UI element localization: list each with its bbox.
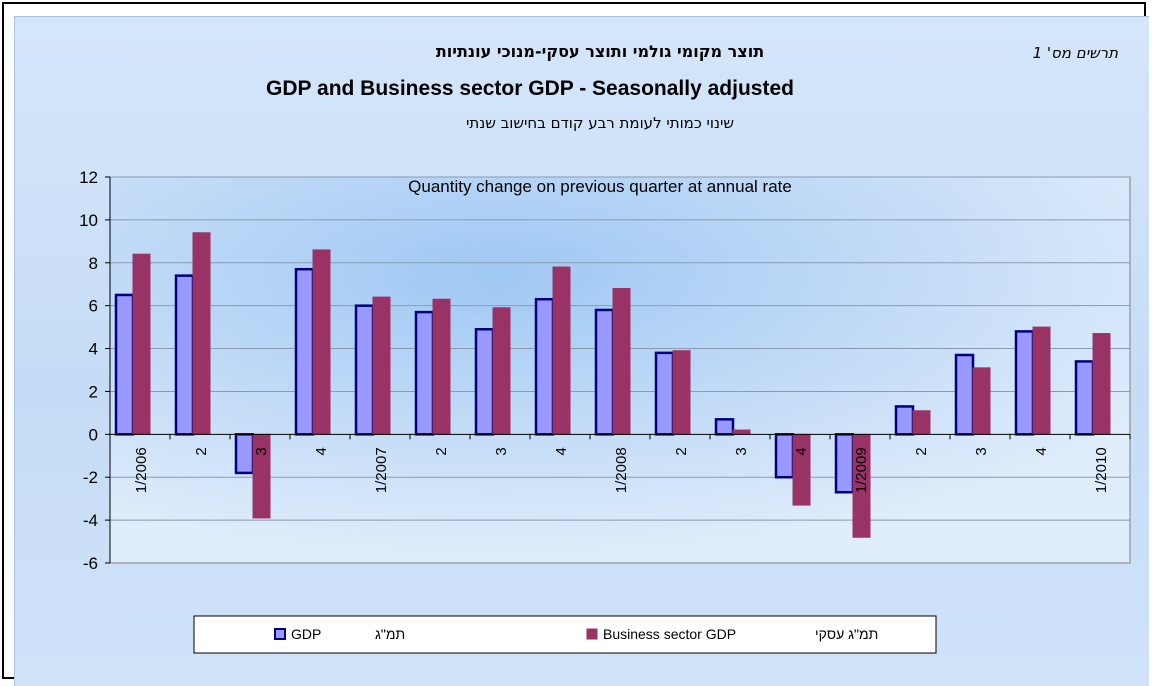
bar-business-sector (912, 410, 931, 435)
y-tick-label: 0 (89, 425, 98, 444)
bar-business-sector (672, 350, 691, 435)
y-tick-label: 6 (89, 297, 98, 316)
y-tick-label: 12 (79, 168, 98, 187)
bar-business-sector (252, 433, 271, 519)
x-tick-label: 4 (1033, 447, 1050, 455)
x-tick-label: 4 (793, 447, 810, 455)
bar-business-sector (372, 296, 391, 435)
x-tick-label: 1/2007 (373, 447, 390, 493)
y-tick-label: -6 (83, 554, 98, 573)
bar-business-sector (192, 232, 211, 435)
x-tick-label: 4 (553, 447, 570, 455)
x-tick-label: 1/2010 (1093, 447, 1110, 493)
bar-gdp (474, 328, 495, 436)
legend-label-business-hebrew: תמ"ג עסקי (815, 626, 878, 642)
bar-gdp (174, 274, 195, 436)
x-tick-label: 3 (493, 447, 510, 455)
legend-label-business: Business sector GDP (603, 626, 736, 642)
legend-swatch-gdp (274, 628, 286, 640)
x-tick-label: 2 (913, 447, 930, 455)
bar-business-sector (312, 249, 331, 435)
chart-subtitle-hebrew: שינוי כמותי לעומת רבע קודם בחישוב שנתי (466, 114, 734, 132)
x-tick-label: 1/2009 (853, 447, 870, 493)
bar-gdp (954, 353, 975, 436)
bar-gdp (834, 433, 855, 494)
bar-gdp (354, 304, 375, 436)
legend-label-gdp-hebrew: תמ"ג (375, 626, 405, 642)
y-tick-label: 8 (89, 254, 98, 273)
x-tick-label: 3 (973, 447, 990, 455)
bar-gdp (1074, 360, 1095, 436)
bar-gdp (894, 405, 915, 436)
legend-box (193, 615, 937, 654)
bar-gdp (1014, 330, 1035, 436)
bar-gdp (414, 310, 435, 436)
figure-label: תרשים מס' 1 (1033, 44, 1119, 62)
y-tick-label: 4 (89, 340, 98, 359)
bar-gdp (714, 418, 735, 436)
bar-business-sector (552, 266, 571, 435)
bar-gdp (654, 351, 675, 436)
bar-business-sector (792, 433, 811, 506)
bar-gdp (234, 433, 255, 475)
x-tick-label: 2 (433, 447, 450, 455)
y-tick-label: -4 (83, 511, 98, 530)
x-tick-label: 4 (313, 447, 330, 455)
bar-business-sector (612, 288, 631, 435)
y-tick-label: -2 (83, 468, 98, 487)
x-tick-label: 3 (253, 447, 270, 455)
x-tick-label: 2 (193, 447, 210, 455)
legend: GDP תמ"ג Business sector GDP תמ"ג עסקי (193, 615, 937, 654)
y-tick-label: 2 (89, 382, 98, 401)
chart-title-hebrew: תוצר מקומי גולמי ותוצר עסקי-מנוכי עונתיו… (436, 42, 764, 61)
y-tick-label: 10 (79, 211, 98, 230)
bar-gdp (294, 267, 315, 436)
bar-gdp (774, 433, 795, 479)
bar-gdp (534, 297, 555, 436)
bar-business-sector (132, 253, 151, 435)
bar-business-sector (492, 307, 511, 435)
bar-gdp (114, 293, 135, 436)
x-tick-label: 1/2006 (133, 447, 150, 493)
chart-inner-title: Quantity change on previous quarter at a… (408, 177, 792, 196)
legend-swatch-business (586, 628, 598, 640)
plot-area: -6 -4 -2 0 2 4 6 8 10 12 1/2006 2 3 4 1/2007 2 3 4 1/2008 2… (79, 168, 1131, 573)
bar-business-sector (432, 298, 451, 435)
legend-label-gdp: GDP (291, 626, 321, 642)
bar-business-sector (1032, 326, 1051, 435)
bar-business-sector (1092, 333, 1111, 435)
x-tick-label: 1/2008 (613, 447, 630, 493)
chart-title-english: GDP and Business sector GDP - Seasonally… (266, 77, 794, 100)
bar-business-sector (972, 367, 991, 435)
bar-gdp (594, 308, 615, 436)
x-tick-label: 3 (733, 447, 750, 455)
x-tick-label: 2 (673, 447, 690, 455)
bar-business-sector (732, 429, 751, 435)
